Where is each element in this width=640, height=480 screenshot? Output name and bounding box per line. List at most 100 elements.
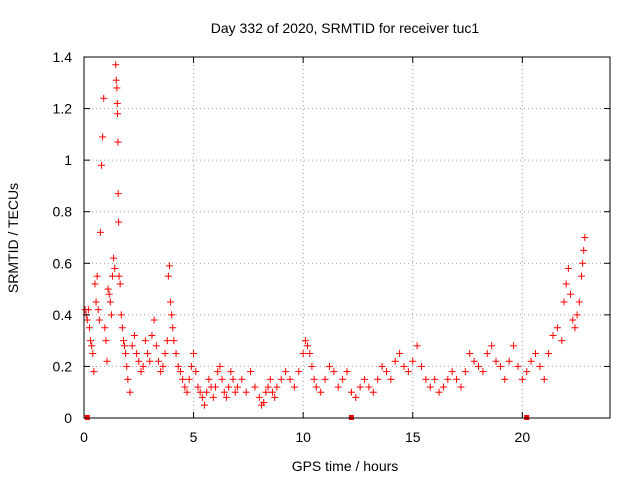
- data-point: [304, 342, 312, 350]
- data-point: [553, 324, 561, 332]
- data-point: [310, 375, 318, 383]
- data-point: [174, 362, 182, 370]
- data-point: [466, 350, 474, 358]
- data-point: [479, 368, 487, 376]
- data-point: [170, 337, 178, 345]
- data-point: [113, 99, 121, 107]
- data-point: [183, 388, 191, 396]
- x-tick-label: 0: [80, 429, 88, 445]
- data-point: [266, 375, 274, 383]
- data-point: [196, 388, 204, 396]
- data-point: [94, 306, 102, 314]
- y-tick-label: 1.4: [53, 49, 73, 65]
- data-point: [222, 393, 230, 401]
- x-tick-label: 20: [515, 429, 531, 445]
- x-tick-label: 15: [405, 429, 421, 445]
- data-point: [102, 337, 110, 345]
- data-point: [483, 350, 491, 358]
- data-point: [214, 368, 222, 376]
- data-point: [444, 375, 452, 383]
- y-tick-label: 0: [64, 410, 72, 426]
- tick-labels-layer: 0 5 10 15 20 0 0.2 0.4 0.6 0.8 1 1.2 1.4: [53, 49, 531, 445]
- data-point: [422, 375, 430, 383]
- data-point: [104, 285, 112, 293]
- data-point: [391, 357, 399, 365]
- data-point: [273, 383, 281, 391]
- data-point: [501, 375, 509, 383]
- data-point: [378, 362, 386, 370]
- y-axis-label: SRMTID / TECUs: [5, 183, 21, 293]
- data-point: [137, 368, 145, 376]
- data-point: [130, 331, 138, 339]
- data-point: [457, 383, 465, 391]
- data-point: [212, 383, 219, 391]
- data-point: [453, 375, 461, 383]
- data-point: [192, 368, 200, 376]
- data-point: [282, 368, 290, 376]
- data-point: [216, 362, 224, 370]
- data-point: [418, 362, 426, 370]
- data-point: [426, 383, 434, 391]
- data-point: [87, 337, 95, 345]
- data-point: [139, 362, 147, 370]
- data-point: [238, 375, 246, 383]
- y-tick-label: 0.8: [53, 204, 73, 220]
- data-point: [115, 218, 123, 226]
- data-point: [172, 350, 180, 358]
- data-point: [262, 388, 270, 396]
- data-point: [431, 375, 439, 383]
- y-tick-label: 0.4: [53, 307, 73, 323]
- data-point: [312, 383, 320, 391]
- data-point: [112, 61, 120, 69]
- data-point: [475, 362, 482, 370]
- data-point: [91, 280, 99, 288]
- data-point: [111, 264, 119, 272]
- y-tick-label: 1: [64, 152, 72, 168]
- data-point: [545, 350, 553, 358]
- x-tick-label: 10: [295, 429, 311, 445]
- data-point: [121, 342, 129, 350]
- points-layer: [81, 61, 589, 409]
- data-point: [514, 362, 522, 370]
- data-point: [571, 324, 579, 332]
- chart-title: Day 332 of 2020, SRMTID for receiver tuc…: [211, 20, 480, 36]
- data-point: [579, 259, 587, 267]
- data-point: [88, 342, 96, 350]
- data-point: [159, 362, 167, 370]
- data-point: [110, 254, 118, 262]
- data-point: [185, 375, 193, 383]
- data-point: [112, 76, 120, 84]
- data-point: [308, 362, 316, 370]
- data-point: [220, 388, 228, 396]
- data-point: [396, 350, 404, 358]
- data-point: [334, 383, 342, 391]
- grid-layer: [84, 57, 610, 418]
- data-point: [560, 298, 568, 306]
- data-point: [569, 316, 577, 324]
- data-point: [198, 393, 206, 401]
- data-point: [209, 393, 217, 401]
- data-point: [101, 324, 109, 332]
- data-point: [247, 368, 255, 376]
- data-point: [146, 357, 154, 365]
- data-point: [581, 234, 589, 241]
- data-point: [205, 375, 213, 383]
- data-point: [122, 350, 130, 358]
- data-point: [527, 357, 535, 365]
- data-point: [505, 357, 513, 365]
- data-point: [564, 264, 572, 272]
- data-point: [229, 375, 237, 383]
- data-point: [567, 290, 575, 298]
- data-point: [157, 368, 165, 376]
- data-point: [448, 368, 456, 376]
- data-point: [84, 306, 92, 314]
- data-point: [409, 357, 417, 365]
- data-point: [369, 388, 377, 396]
- data-point: [231, 388, 239, 396]
- data-point: [382, 368, 390, 376]
- data-point: [163, 337, 171, 345]
- data-point: [299, 350, 307, 358]
- data-point: [492, 357, 500, 365]
- data-point: [339, 375, 347, 383]
- data-point: [115, 272, 123, 280]
